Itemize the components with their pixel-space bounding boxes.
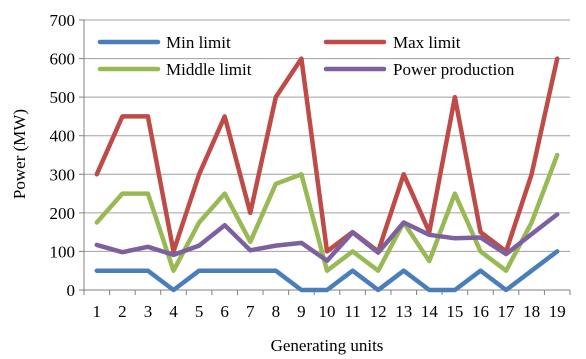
y-tick-label: 100: [50, 242, 76, 261]
x-axis-title: Generating units: [271, 336, 384, 355]
y-axis-ticks: 0 100 200 300 400 500 600 700: [50, 11, 84, 300]
series-line-power-production: [94, 212, 560, 263]
y-axis-title: Power (MW): [10, 109, 29, 199]
series-line-middle-limit: [94, 152, 560, 273]
x-tick-label: 4: [169, 302, 178, 321]
x-tick-label: 3: [144, 302, 153, 321]
x-tick-label: 6: [220, 302, 229, 321]
x-tick-label: 16: [472, 302, 489, 321]
y-tick-label: 400: [50, 127, 76, 146]
x-tick-label: 2: [118, 302, 127, 321]
x-tick-label: 12: [370, 302, 387, 321]
y-tick-label: 500: [50, 88, 76, 107]
series-line-max-limit: [94, 56, 560, 254]
x-tick-label: 8: [272, 302, 281, 321]
y-tick-label: 600: [50, 50, 76, 69]
x-tick-label: 7: [246, 302, 255, 321]
x-tick-label: 19: [549, 302, 566, 321]
x-tick-label: 5: [195, 302, 204, 321]
legend-label-min-limit: Min limit: [166, 33, 231, 52]
y-tick-label: 200: [50, 204, 76, 223]
x-tick-label: 18: [523, 302, 540, 321]
x-tick-label: 10: [319, 302, 336, 321]
legend-label-middle-limit: Middle limit: [166, 60, 252, 79]
y-tick-label: 700: [50, 11, 76, 30]
y-tick-label: 0: [67, 281, 76, 300]
x-tick-label: 15: [446, 302, 463, 321]
legend: Min limit Max limit Middle limit Power prod…: [97, 33, 515, 79]
y-tick-label: 300: [50, 165, 76, 184]
legend-label-power-production: Power production: [393, 60, 515, 79]
x-tick-label: 13: [395, 302, 412, 321]
x-tick-label: 9: [297, 302, 306, 321]
x-axis-ticks: 1 2 3 4 5 6 7 8 9 10 11 12 13 14 15 16 17 18 19: [83, 290, 571, 321]
x-tick-label: 14: [421, 302, 439, 321]
series-lines: [94, 56, 560, 293]
x-tick-label: 1: [93, 302, 102, 321]
series-line-min-limit: [94, 249, 560, 293]
legend-label-max-limit: Max limit: [393, 33, 461, 52]
x-tick-label: 17: [498, 302, 516, 321]
x-tick-label: 11: [344, 302, 360, 321]
